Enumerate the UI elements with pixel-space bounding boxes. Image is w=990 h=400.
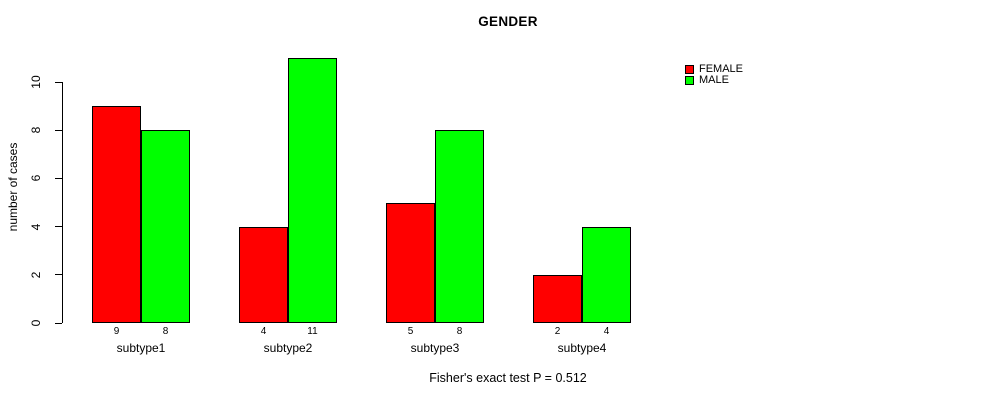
bar-value-label: 8: [456, 326, 463, 337]
y-tick-label: 6: [29, 175, 43, 182]
y-axis-line: [62, 82, 63, 323]
legend-label-male: MALE: [699, 74, 729, 86]
y-tick-mark: [55, 81, 62, 83]
y-tick-mark: [55, 129, 62, 131]
bar-male-subtype1: [141, 130, 190, 323]
category-label-subtype3: subtype3: [410, 341, 460, 355]
legend-label-female: FEMALE: [699, 63, 744, 75]
category-label-subtype1: subtype1: [116, 341, 166, 355]
bar-value-label: 5: [407, 326, 414, 337]
y-axis-title: number of cases: [6, 142, 20, 232]
bar-value-label: 11: [307, 326, 318, 337]
y-tick-label: 2: [29, 271, 43, 279]
y-tick-mark: [55, 177, 62, 179]
y-tick-label: 8: [29, 126, 43, 134]
bar-male-subtype2: [288, 57, 337, 323]
bar-female-subtype2: [239, 226, 288, 323]
legend-swatch-male: [685, 76, 694, 85]
bar-value-label: 2: [554, 326, 561, 337]
y-tick-label: 4: [29, 223, 43, 230]
bar-value-label: 4: [260, 326, 267, 337]
y-tick-mark: [55, 274, 62, 276]
bar-female-subtype4: [533, 274, 582, 323]
category-label-subtype2: subtype2: [263, 341, 313, 355]
bar-male-subtype4: [582, 226, 631, 323]
y-tick-mark: [55, 226, 62, 228]
bar-male-subtype3: [435, 130, 484, 323]
bar-value-label: 9: [113, 326, 120, 337]
legend-row-male: MALE: [685, 74, 743, 86]
legend-swatch-female: [685, 65, 694, 74]
legend-row-female: FEMALE: [685, 63, 744, 75]
y-tick-mark: [55, 322, 62, 324]
bar-value-label: 4: [603, 326, 610, 337]
bar-value-label: 8: [162, 326, 169, 337]
chart-title: GENDER: [478, 14, 538, 29]
y-tick-label: 10: [29, 75, 43, 89]
bar-female-subtype1: [92, 106, 141, 323]
legend: FEMALE MALE: [685, 63, 744, 86]
category-label-subtype4: subtype4: [557, 341, 607, 355]
bar-female-subtype3: [386, 202, 435, 323]
footnote: Fisher's exact test P = 0.512: [429, 371, 587, 385]
y-tick-label: 0: [29, 319, 43, 327]
